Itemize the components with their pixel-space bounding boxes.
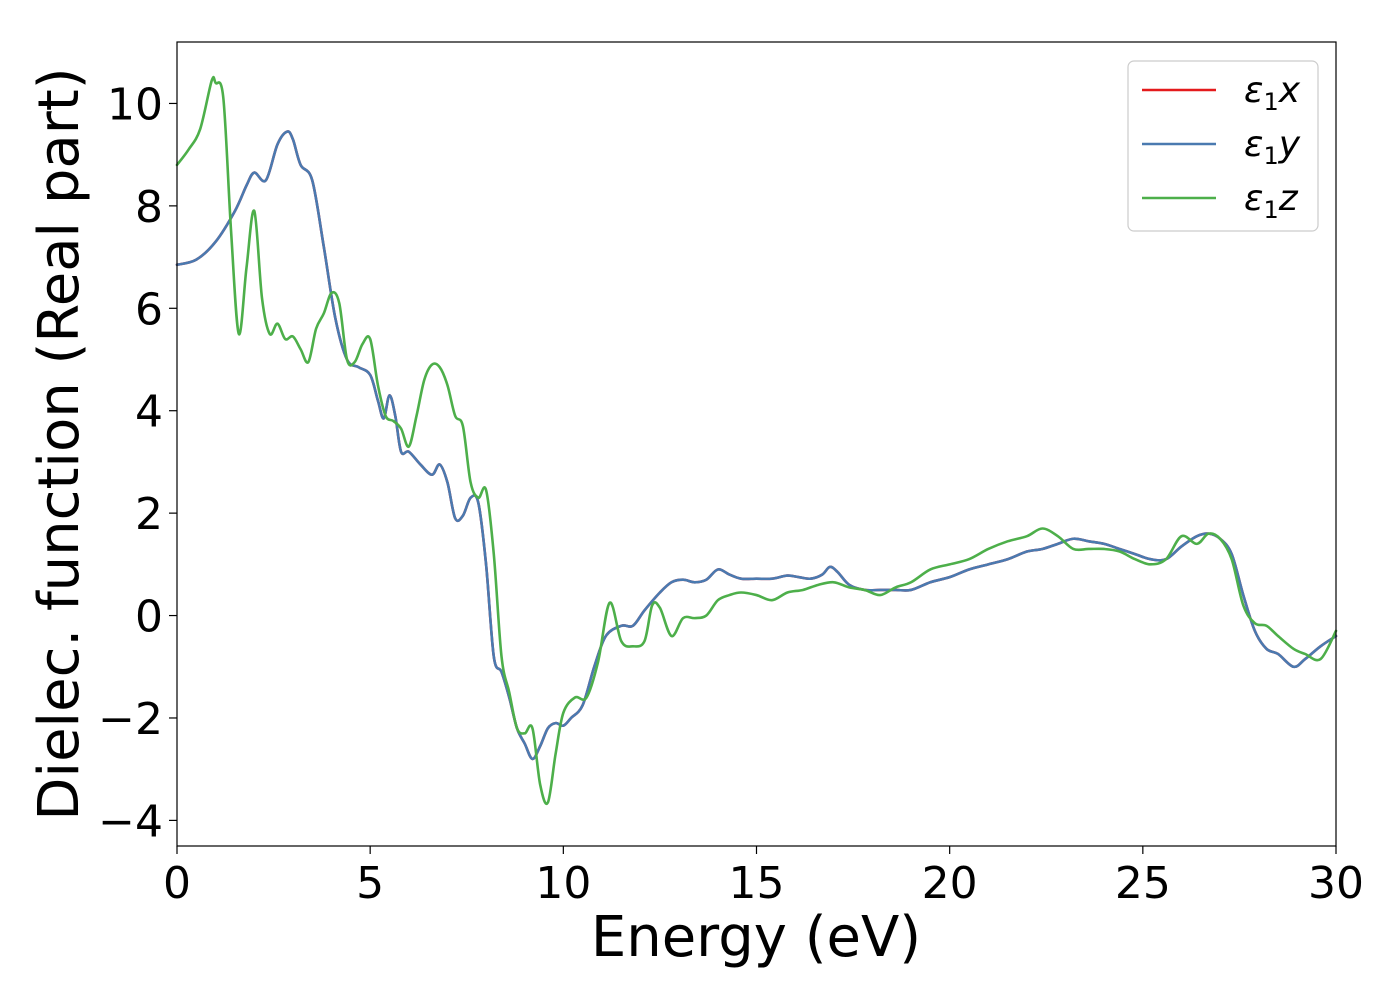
y-tick-label: 10 — [107, 79, 163, 130]
legend-label-y: ε1y — [1244, 124, 1301, 170]
y-tick-label: 2 — [135, 489, 163, 540]
plot-lines — [175, 75, 1338, 805]
x-tick-label: 20 — [922, 858, 978, 909]
legend-label-z: ε1z — [1244, 178, 1299, 224]
legend-label-axis: x — [1278, 70, 1301, 111]
legend-label-axis: y — [1278, 124, 1301, 165]
y-axis-ticks: −4 −2 0 2 4 6 8 10 — [98, 79, 177, 847]
y-tick-label: −2 — [98, 694, 163, 745]
x-axis-ticks: 0 5 10 15 20 25 30 — [163, 846, 1364, 909]
x-tick-label: 25 — [1115, 858, 1171, 909]
x-axis-title: Energy (eV) — [591, 905, 921, 970]
legend-label-axis: z — [1278, 178, 1299, 219]
legend-label-main: ε — [1244, 70, 1263, 111]
x-tick-label: 5 — [356, 858, 384, 909]
legend-label-main: ε — [1244, 124, 1263, 165]
x-tick-label: 10 — [535, 858, 591, 909]
x-tick-label: 0 — [163, 858, 191, 909]
series-line-z — [175, 75, 1338, 805]
y-axis-title: Dielec. function (Real part) — [27, 67, 92, 820]
series-line-y — [175, 130, 1338, 761]
y-tick-label: 4 — [135, 387, 163, 438]
legend-label-subscript: 1 — [1263, 142, 1278, 170]
legend-label-main: ε — [1244, 178, 1263, 219]
y-tick-label: 0 — [135, 592, 163, 643]
legend-box — [1127, 60, 1319, 232]
x-tick-label: 15 — [729, 858, 785, 909]
y-tick-label: −4 — [98, 796, 163, 847]
y-tick-label: 8 — [135, 182, 163, 233]
x-tick-label: 30 — [1308, 858, 1364, 909]
legend-label-subscript: 1 — [1263, 196, 1278, 224]
y-tick-label: 6 — [135, 284, 163, 335]
legend-label-x: ε1x — [1244, 70, 1301, 116]
legend-label-subscript: 1 — [1263, 88, 1278, 116]
